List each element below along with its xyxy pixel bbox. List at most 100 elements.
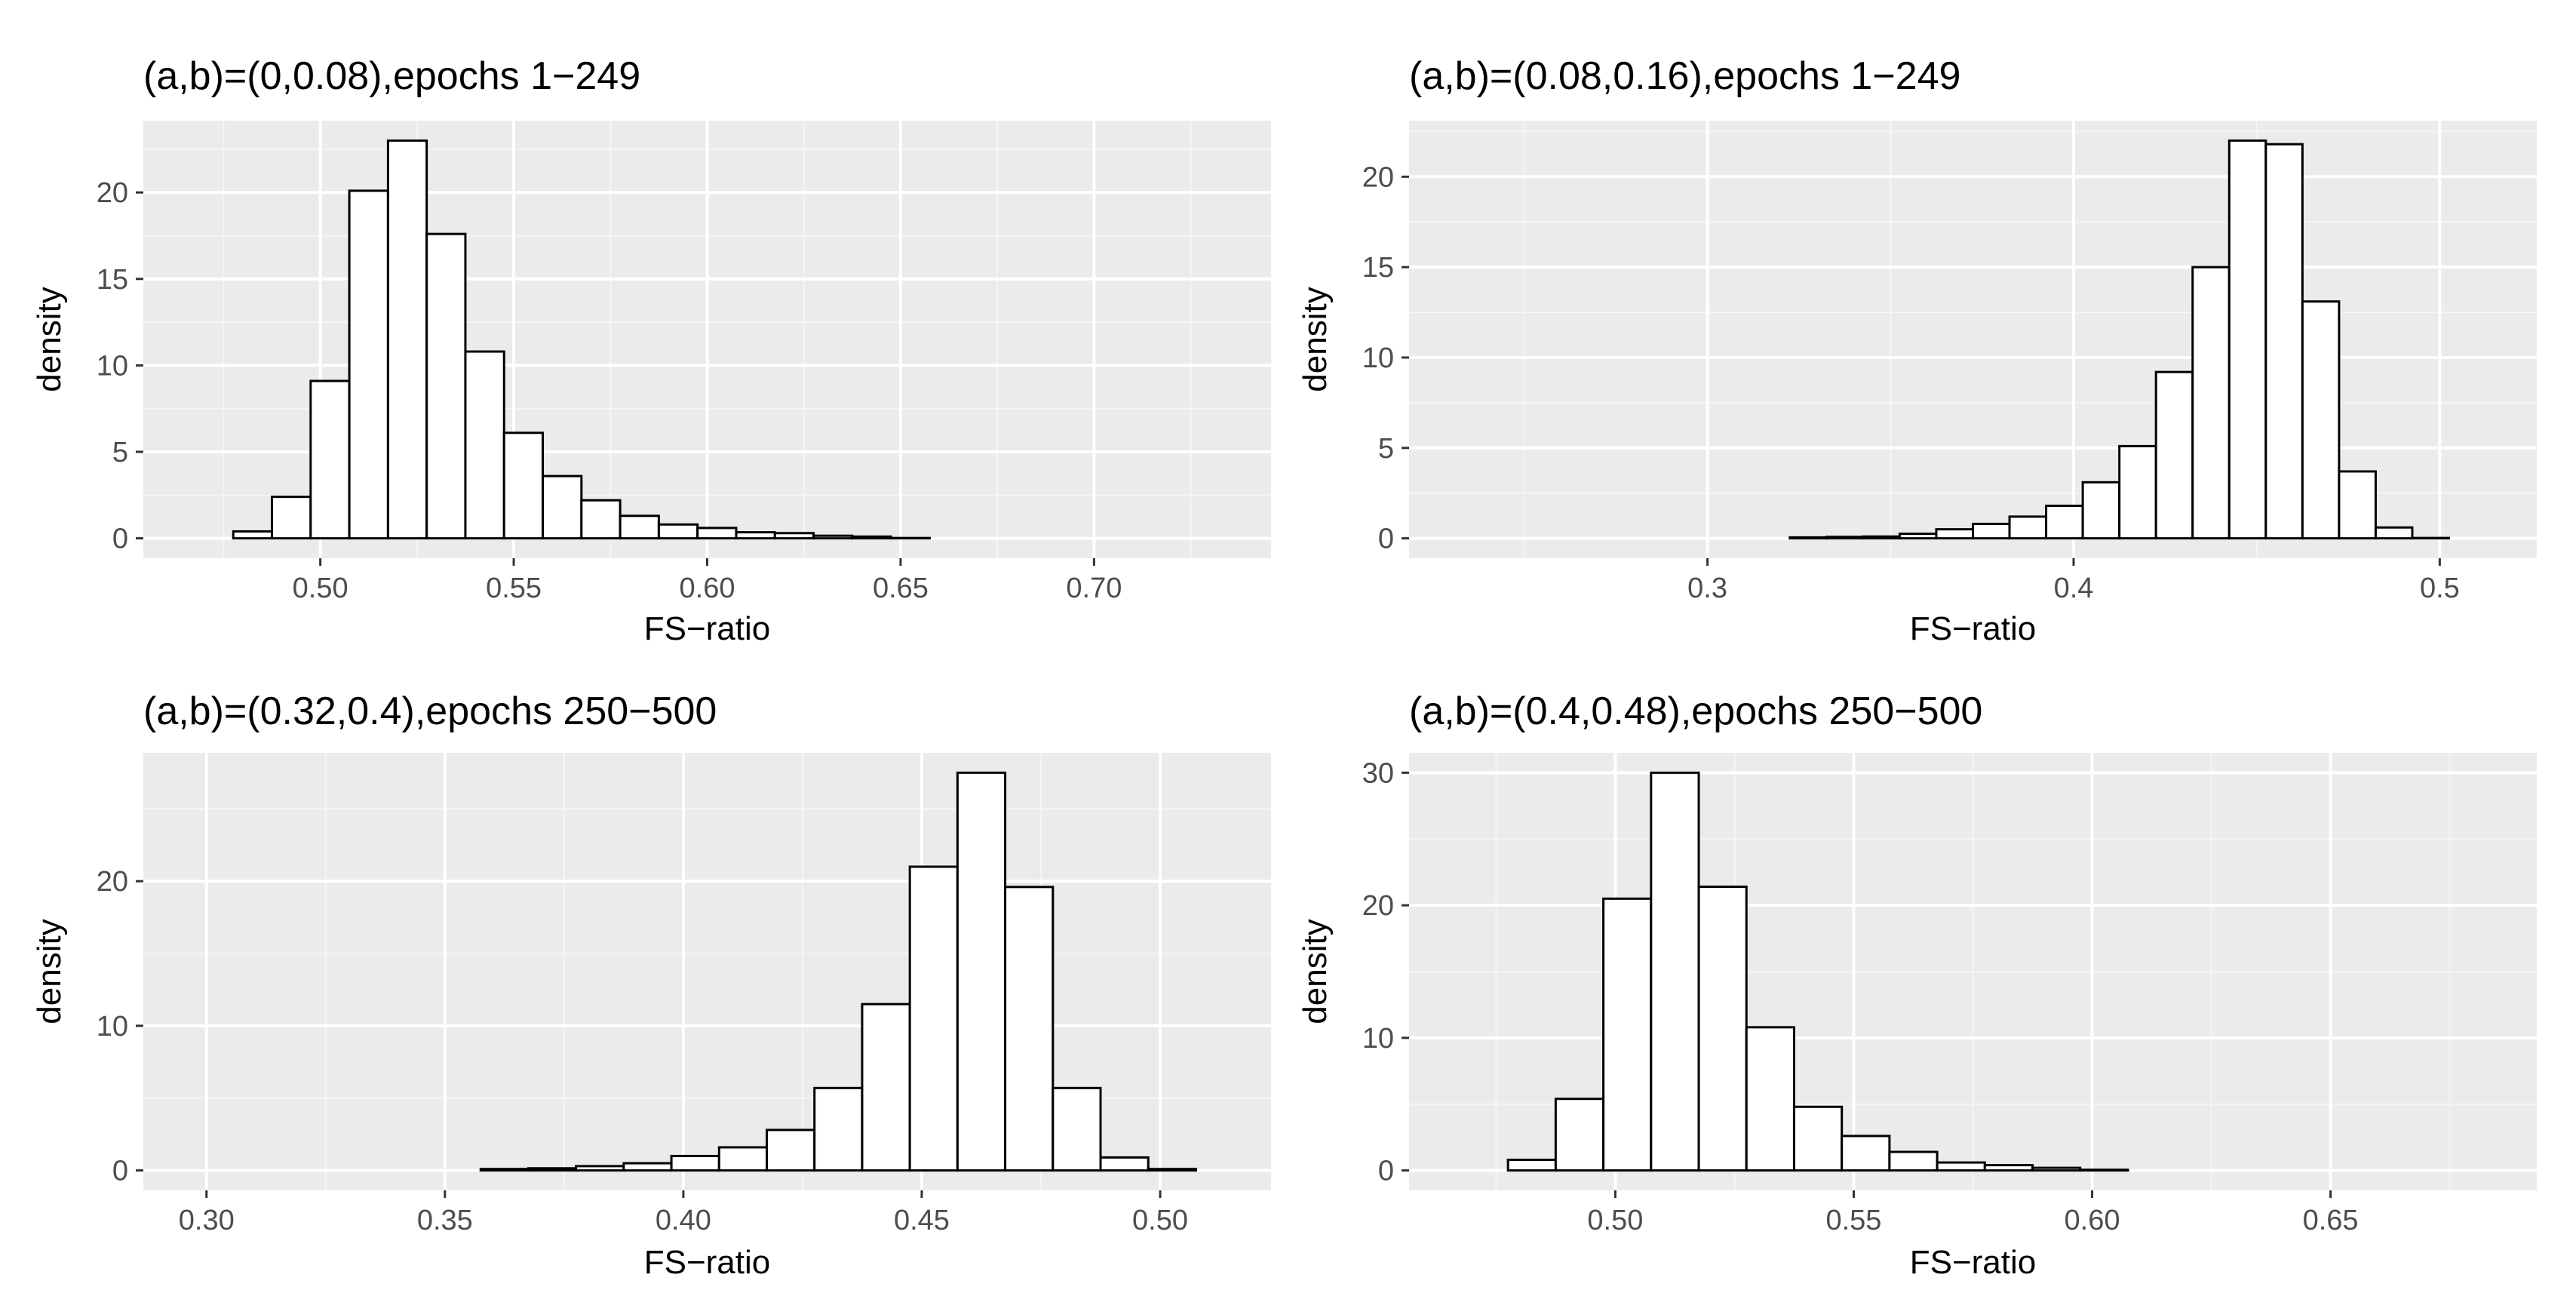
histogram-bar: [1697, 886, 1748, 1172]
x-tick-label: 0.50: [1132, 1205, 1188, 1236]
histogram-bar: [1052, 1086, 1102, 1172]
histogram-bar: [309, 379, 351, 540]
histogram-bar: [670, 1154, 720, 1172]
panel-title: (a,b)=(0.08,0.16),epochs 1−249: [1409, 54, 1960, 98]
panel-title: (a,b)=(0.4,0.48),epochs 250−500: [1409, 689, 1982, 733]
y-tick-label: 10: [97, 1011, 128, 1042]
x-tick-label: 0.5: [2420, 573, 2460, 604]
x-tick-label: 0.45: [894, 1205, 950, 1236]
x-axis-label: FS−ratio: [1910, 610, 2037, 647]
panel-title: (a,b)=(0,0.08),epochs 1−249: [143, 54, 640, 98]
x-tick-label: 0.65: [2303, 1205, 2359, 1236]
histogram-bar: [2228, 139, 2267, 540]
histogram-bar: [1936, 1161, 1986, 1172]
histogram-bar: [696, 527, 738, 540]
y-tick-label: 15: [1362, 252, 1394, 284]
histogram-bar: [2191, 266, 2231, 540]
histogram-bar: [2154, 370, 2194, 540]
x-tick-label: 0.50: [293, 573, 348, 604]
histogram-bar: [2264, 143, 2304, 540]
histogram-bar: [2045, 504, 2084, 540]
histogram-bar: [271, 496, 312, 540]
histogram-bar: [622, 1162, 673, 1172]
y-axis-label: density: [1297, 919, 1334, 1024]
histogram-bar: [575, 1165, 625, 1172]
x-tick-label: 0.65: [873, 573, 929, 604]
histogram-bar: [1004, 886, 1055, 1172]
histogram-bar: [1099, 1156, 1150, 1172]
histogram-panel-3: 0.30 0.35 0.40 0.45 0.50 0 10 20 (a,b)=(0.32,0.4…: [31, 689, 1271, 1281]
histogram-bar: [2079, 1168, 2129, 1172]
x-tick-label: 0.60: [680, 573, 735, 604]
x-tick-label: 0.55: [1825, 1205, 1881, 1236]
histogram-bar: [2118, 444, 2157, 540]
histogram-bar: [1650, 771, 1700, 1172]
y-tick-label: 15: [97, 264, 128, 296]
y-tick-label: 10: [97, 350, 128, 382]
y-axis-label: density: [31, 919, 68, 1024]
histogram-bar: [1602, 897, 1653, 1172]
y-tick-label: 20: [97, 866, 128, 898]
y-tick-label: 20: [97, 177, 128, 209]
histogram-bar: [812, 534, 854, 540]
histogram-bar: [1506, 1159, 1557, 1172]
x-tick-label: 0.3: [1687, 573, 1727, 604]
histogram-bar: [1935, 528, 1974, 540]
histogram-bar: [1983, 1164, 2034, 1172]
x-tick-label: 0.60: [2065, 1205, 2120, 1236]
histogram-panel-4: 0.50 0.55 0.60 0.65 0 10 20 30 (a,b)=(0.4,0.48),…: [1297, 689, 2537, 1281]
histogram-bar: [956, 771, 1007, 1172]
x-axis-label: FS−ratio: [1910, 1244, 2037, 1281]
y-tick-label: 0: [112, 1156, 128, 1187]
y-tick-label: 20: [1362, 890, 1394, 922]
x-tick-label: 0.55: [486, 573, 542, 604]
histogram-bar: [1147, 1168, 1197, 1172]
histogram-bar: [861, 1003, 911, 1172]
y-tick-label: 10: [1362, 1023, 1394, 1055]
histogram-bar: [232, 530, 274, 540]
histogram-bar: [766, 1128, 816, 1172]
x-axis-label: FS−ratio: [644, 610, 771, 647]
histogram-bar: [619, 514, 660, 540]
x-tick-label: 0.4: [2054, 573, 2094, 604]
histogram-bar: [1898, 533, 1938, 540]
histogram-bar: [1554, 1098, 1605, 1172]
histogram-bar: [657, 523, 699, 540]
histogram-bar: [386, 139, 428, 540]
y-tick-label: 30: [1362, 757, 1394, 789]
histogram-bar: [908, 865, 959, 1172]
histogram-bar: [1862, 535, 1901, 540]
histogram-bar: [464, 350, 505, 540]
histogram-bar: [542, 474, 583, 540]
x-tick-label: 0.35: [417, 1205, 473, 1236]
histogram-bar: [1841, 1135, 1891, 1172]
histogram-bar: [580, 499, 622, 540]
y-axis-label: density: [1297, 287, 1334, 392]
histogram-bar: [425, 232, 467, 540]
histogram-panel-1: 0.50 0.55 0.60 0.65 0.70 0 5 10 15 20 (a,b)=(0,0.0…: [31, 54, 1271, 647]
histogram-bar: [2338, 470, 2377, 540]
histogram-bar: [2008, 515, 2048, 540]
y-tick-label: 20: [1362, 161, 1394, 193]
histogram-bar: [2081, 481, 2121, 540]
histogram-bar: [348, 189, 389, 540]
y-tick-label: 5: [1378, 433, 1394, 465]
histogram-bar: [1745, 1026, 1795, 1172]
x-tick-label: 0.30: [179, 1205, 235, 1236]
histogram-bar: [717, 1146, 769, 1172]
histogram-panel-2: 0.3 0.4 0.5 0 5 10 15 20 (a,b)=(0.08,0.16),epoch…: [1297, 54, 2537, 647]
histogram-bar: [2031, 1166, 2082, 1172]
x-tick-label: 0.70: [1066, 573, 1122, 604]
histogram-bar: [1972, 522, 2011, 540]
histogram-bar: [773, 532, 815, 540]
panel-background: [143, 753, 1271, 1190]
histogram-bar: [735, 531, 776, 540]
histogram-bar: [813, 1086, 864, 1172]
histogram-bar: [479, 1168, 530, 1172]
histogram-bar: [2301, 300, 2341, 540]
y-tick-label: 10: [1362, 342, 1394, 374]
x-tick-label: 0.40: [656, 1205, 711, 1236]
histogram-bar: [1825, 536, 1865, 540]
histogram-bar: [527, 1167, 578, 1172]
histogram-bar: [502, 431, 545, 540]
